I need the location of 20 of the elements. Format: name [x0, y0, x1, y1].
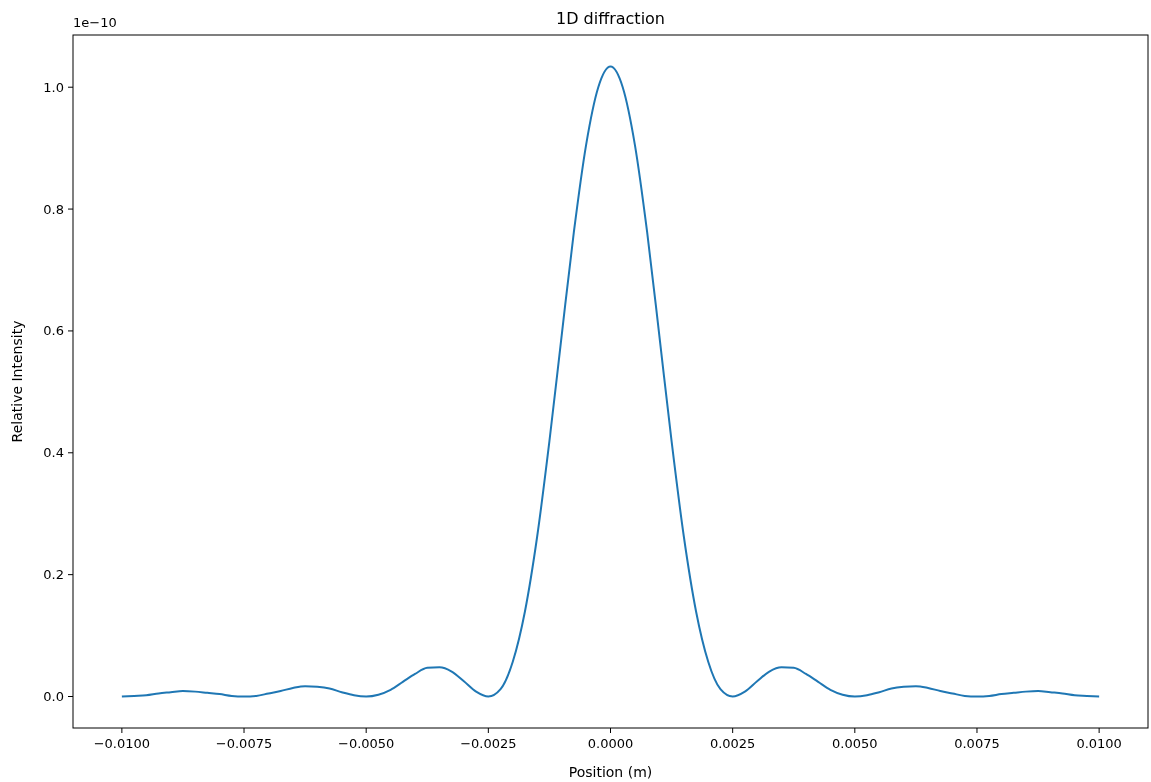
y-tick-label: 0.6: [43, 323, 64, 339]
x-tick-label: −0.0100: [93, 736, 151, 751]
y-tick-label: 1.0: [43, 79, 64, 95]
y-tick-label: 0.0: [43, 689, 64, 705]
y-tick-label: 0.8: [43, 201, 64, 217]
text: 1e−10: [73, 15, 117, 30]
line-series: [120, 65, 1101, 698]
x-tick-label: 0.0000: [587, 736, 634, 751]
y-tick-label: 0.4: [43, 445, 64, 461]
x-tick-label: 0.0050: [832, 736, 878, 751]
x-tick-label: 0.0075: [954, 736, 1000, 751]
x-tick-label: −0.0075: [215, 736, 273, 751]
y-axis-title: Relative Intensity: [9, 320, 25, 443]
x-tick-label: 0.0025: [709, 736, 756, 751]
x-axis-title: Position (m): [568, 764, 653, 780]
y-tick-label: 0.2: [43, 567, 64, 583]
x-tick-label: −0.0050: [337, 736, 395, 751]
chart-title: 1D diffraction: [555, 9, 666, 28]
x-tick-label: 0.0100: [1076, 736, 1122, 751]
x-tick-label: −0.0025: [460, 736, 517, 751]
